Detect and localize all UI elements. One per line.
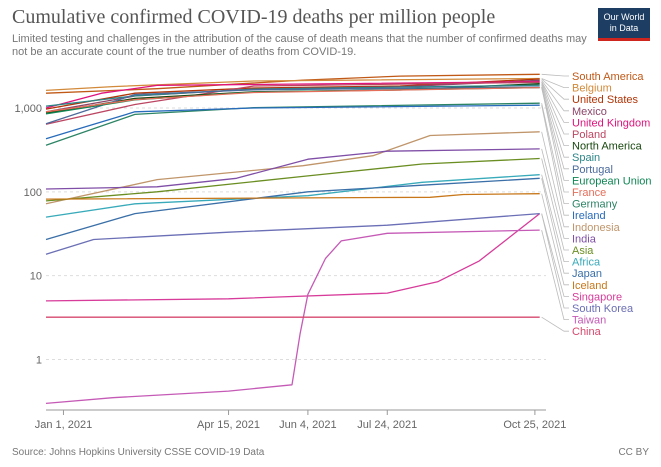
- legend-label: North America: [572, 141, 643, 153]
- legend-connector: [541, 158, 569, 251]
- legend-label: South America: [572, 71, 644, 83]
- legend-connector: [541, 213, 569, 309]
- legend-label: South Korea: [572, 303, 634, 315]
- legend-label: Ireland: [572, 210, 606, 222]
- legend-connector: [541, 213, 569, 297]
- legend-connector: [541, 103, 569, 204]
- series-line: [45, 193, 540, 200]
- legend-connector: [541, 131, 569, 228]
- legend-label: Belgium: [572, 83, 612, 95]
- logo-line-2: in Data: [609, 23, 639, 33]
- y-tick-label: 100: [24, 187, 42, 199]
- legend-label: Africa: [572, 257, 601, 269]
- series-line: [45, 86, 540, 125]
- legend-connector: [541, 78, 569, 88]
- source-note[interactable]: Source: Johns Hopkins University CSSE CO…: [12, 447, 265, 458]
- legend-connector: [541, 87, 569, 193]
- series-line: [45, 213, 541, 302]
- legend-connector: [541, 73, 569, 77]
- legend-label: Poland: [572, 129, 606, 141]
- y-tick-label: 1: [36, 355, 42, 367]
- legend-label: Indonesia: [572, 222, 621, 234]
- series-line: [45, 131, 540, 205]
- y-tick-label: 1,000: [14, 103, 42, 115]
- series-line: [45, 102, 540, 146]
- owid-logo[interactable]: Our World in Data: [598, 8, 650, 41]
- series-line: [45, 229, 540, 405]
- legend-label: European Union: [572, 175, 652, 187]
- x-tick-label: Apr 15, 2021: [197, 419, 260, 431]
- series-line: [45, 212, 540, 255]
- legend-label: Portugal: [572, 164, 613, 176]
- legend-connector: [541, 82, 569, 135]
- logo-line-1: Our World: [603, 12, 645, 22]
- legend-label: Mexico: [572, 106, 607, 118]
- series-line: [45, 104, 540, 140]
- legend-label: Japan: [572, 268, 602, 280]
- x-tick-label: Jun 4, 2021: [279, 419, 337, 431]
- legend-connector: [541, 230, 569, 320]
- y-tick-label: 10: [30, 271, 42, 283]
- legend-connector: [541, 80, 569, 112]
- series-line: [45, 77, 540, 92]
- series-line: [45, 157, 540, 202]
- legend-connector: [541, 87, 569, 181]
- chart-subtitle: Limited testing and challenges in the at…: [12, 33, 587, 58]
- series-line: [45, 86, 540, 113]
- series-line: [45, 174, 540, 218]
- legend-connector: [541, 105, 569, 216]
- legend-connector: [541, 83, 569, 146]
- legend-label: Asia: [572, 245, 594, 257]
- legend-connector: [541, 86, 569, 170]
- legend-connector: [541, 193, 569, 286]
- legend-label: United Kingdom: [572, 117, 650, 129]
- legend-label: Iceland: [572, 280, 607, 292]
- legend-connector: [541, 316, 569, 332]
- legend-connector: [541, 81, 569, 123]
- legend-label: India: [572, 233, 597, 245]
- chart-title: Cumulative confirmed COVID-19 deaths per…: [12, 6, 496, 28]
- legend-label: Germany: [572, 199, 618, 211]
- legend-connector: [541, 148, 569, 239]
- legend-connector: [541, 78, 569, 100]
- legend-connector: [541, 178, 569, 274]
- license-note[interactable]: CC BY: [618, 447, 649, 458]
- legend-label: Singapore: [572, 291, 622, 303]
- x-tick-label: Jan 1, 2021: [35, 419, 93, 431]
- x-tick-label: Oct 25, 2021: [503, 419, 566, 431]
- legend-label: Spain: [572, 152, 600, 164]
- series-line: [45, 177, 540, 241]
- legend-connector: [541, 174, 569, 262]
- legend-label: Taiwan: [572, 315, 606, 327]
- series-line: [45, 148, 540, 190]
- legend-label: France: [572, 187, 606, 199]
- x-tick-label: Jul 24, 2021: [357, 419, 417, 431]
- legend-label: United States: [572, 94, 639, 106]
- series-line: [45, 81, 540, 109]
- legend-label: China: [572, 326, 602, 338]
- legend-connector: [541, 85, 569, 158]
